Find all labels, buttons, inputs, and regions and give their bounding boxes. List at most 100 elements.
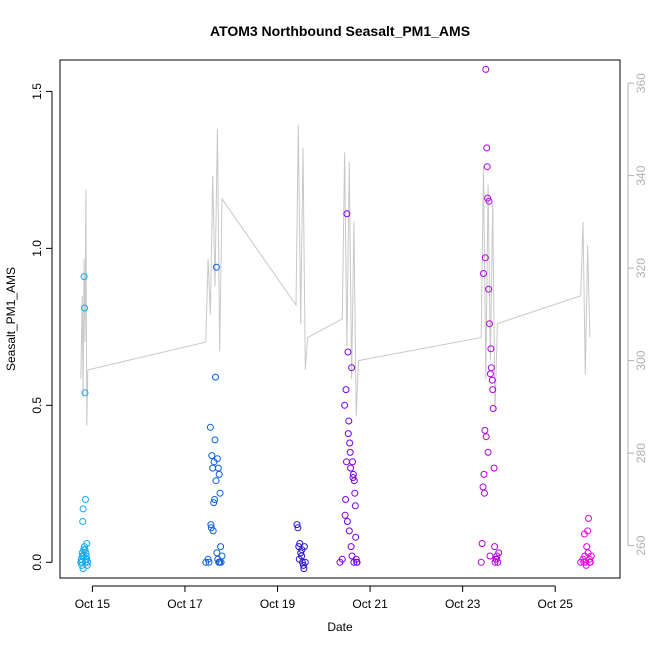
data-point — [212, 477, 220, 485]
data-point — [79, 565, 87, 573]
data-point — [212, 373, 219, 381]
data-point — [484, 448, 492, 456]
y-tick-label: 0.0 — [30, 554, 44, 571]
data-point — [216, 489, 224, 497]
series-6 — [577, 514, 595, 569]
data-point — [486, 370, 494, 378]
data-point — [341, 511, 349, 519]
data-point — [294, 524, 302, 532]
data-point — [485, 285, 493, 293]
data-point — [215, 470, 223, 478]
data-point — [207, 524, 215, 532]
x-tick-label: Oct 21 — [352, 597, 388, 611]
y2-tick-label: 340 — [634, 165, 648, 185]
data-point — [298, 546, 306, 554]
data-point — [296, 540, 304, 547]
data-point — [485, 197, 493, 205]
data-point — [480, 470, 488, 478]
data-point — [490, 464, 498, 472]
x-tick-label: Oct 15 — [75, 597, 111, 611]
data-point — [213, 549, 221, 557]
data-point — [349, 474, 357, 481]
series-1 — [77, 273, 92, 573]
data-point — [300, 565, 308, 573]
data-point — [479, 483, 487, 491]
data-point — [585, 514, 592, 522]
data-point — [347, 543, 355, 551]
axes-layer: Oct 15 Oct 17 Oct 19 Oct 21 Oct 23 Oct 25 0.0 0… — [30, 73, 648, 611]
data-point — [491, 543, 499, 551]
data-point — [487, 345, 495, 353]
x-tick-label: Oct 25 — [538, 597, 574, 611]
data-point — [483, 144, 491, 152]
secondary-trace-layer — [80, 124, 591, 426]
data-point — [351, 502, 359, 510]
data-point — [481, 426, 489, 434]
data-point — [586, 558, 594, 566]
data-point — [79, 518, 87, 525]
data-point — [583, 543, 591, 551]
data-point — [347, 464, 355, 472]
data-point — [342, 386, 350, 394]
data-point — [482, 65, 490, 73]
data-point — [82, 496, 89, 503]
data-point — [482, 433, 490, 441]
data-point — [487, 364, 495, 372]
y2-tick-label: 300 — [634, 350, 648, 370]
data-point — [343, 518, 351, 525]
data-point — [492, 555, 500, 563]
data-point — [210, 458, 218, 466]
y-axis-label: Seasalt_PM1_AMS — [4, 267, 18, 371]
x-axis-label: Date — [327, 620, 353, 634]
data-point — [489, 386, 497, 394]
data-point — [217, 543, 225, 551]
data-point — [301, 558, 309, 566]
x-tick-label: Oct 17 — [167, 597, 203, 611]
data-point — [207, 521, 215, 529]
data-point — [338, 555, 346, 563]
data-point — [495, 549, 503, 557]
y-tick-label: 1.5 — [30, 83, 44, 100]
data-point — [208, 452, 216, 460]
data-point — [211, 436, 219, 444]
chart-title: ATOM3 Northbound Seasalt_PM1_AMS — [210, 23, 470, 39]
data-point — [343, 458, 350, 466]
data-point — [488, 376, 496, 384]
series-3 — [293, 521, 309, 573]
secondary-trace-line — [80, 124, 591, 426]
data-point — [346, 448, 354, 456]
data-point — [81, 543, 88, 551]
x-tick-label: Oct 23 — [445, 597, 481, 611]
data-point — [345, 527, 353, 535]
series-5 — [477, 65, 503, 566]
data-point — [344, 348, 352, 356]
data-point — [348, 364, 356, 372]
data-point — [344, 430, 352, 438]
data-point — [346, 439, 354, 447]
data-points-layer — [77, 65, 595, 573]
data-point — [84, 558, 92, 566]
data-point — [216, 558, 224, 566]
data-point — [210, 499, 218, 507]
data-point — [80, 273, 88, 281]
data-point — [349, 458, 356, 466]
y2-tick-label: 260 — [634, 535, 648, 555]
data-point — [486, 320, 493, 328]
data-point — [481, 254, 489, 262]
data-point — [480, 489, 488, 497]
data-point — [480, 270, 487, 277]
y2-tick-label: 320 — [634, 258, 648, 278]
data-point — [343, 210, 351, 218]
y-tick-label: 0.5 — [30, 397, 44, 414]
data-point — [477, 558, 485, 566]
data-point — [81, 389, 89, 397]
data-point — [297, 549, 305, 557]
data-point — [211, 496, 219, 503]
data-point — [204, 555, 212, 563]
data-point — [81, 304, 88, 312]
data-point — [81, 546, 89, 554]
plot-frame — [59, 59, 621, 579]
data-point — [82, 558, 89, 566]
data-point — [351, 489, 359, 497]
